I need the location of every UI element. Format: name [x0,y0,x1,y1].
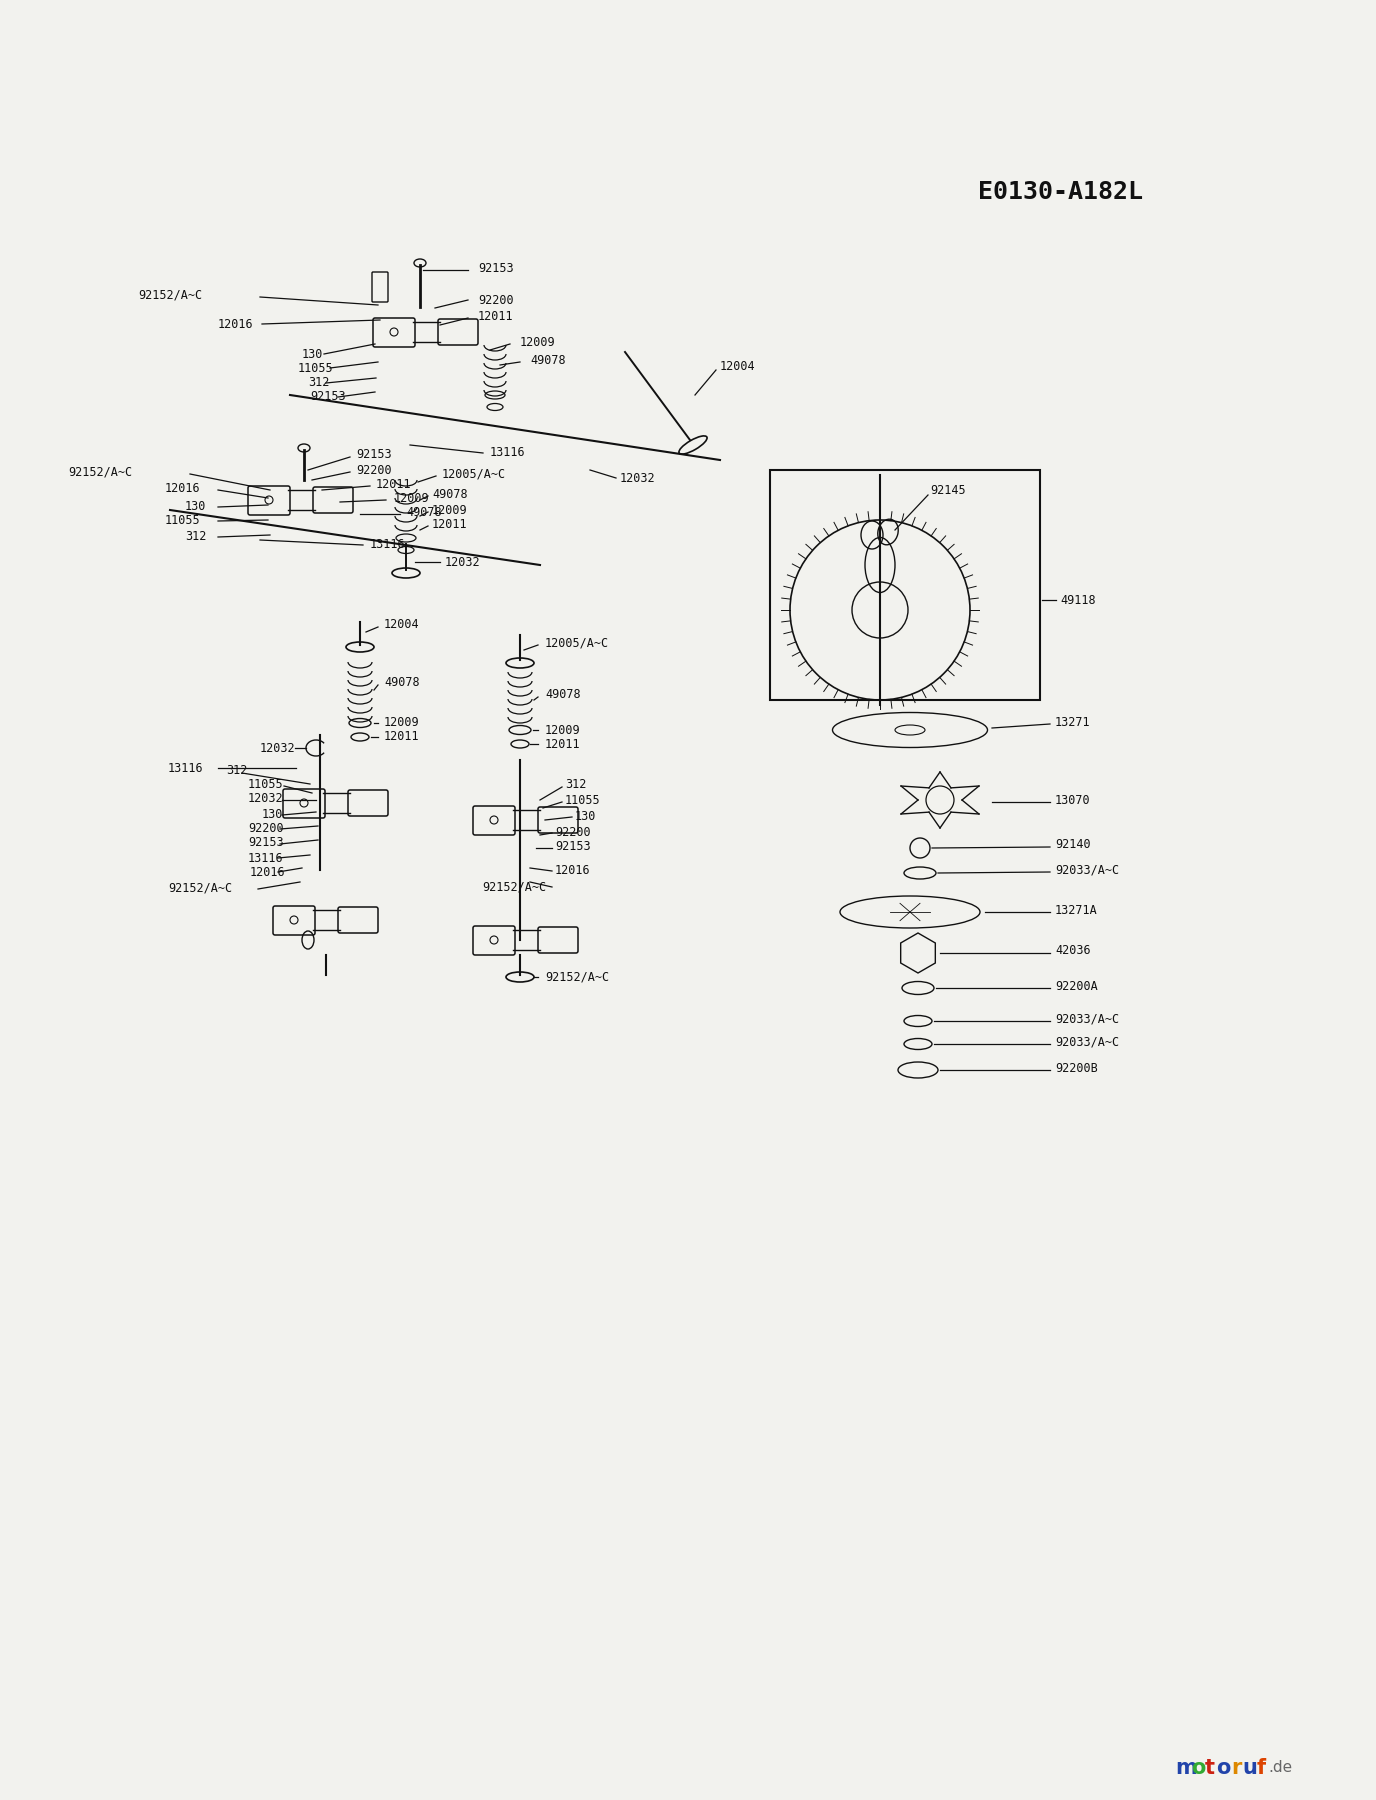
Text: 13271A: 13271A [1055,904,1098,916]
Text: 92152/A~C: 92152/A~C [138,288,202,301]
Text: u: u [1243,1759,1256,1778]
Text: 13116: 13116 [370,538,406,551]
Text: 11055: 11055 [248,778,283,790]
Text: 11055: 11055 [566,794,601,806]
Text: r: r [1232,1759,1241,1778]
Text: 92140: 92140 [1055,839,1091,851]
Text: 13116: 13116 [490,446,526,459]
Text: 92033/A~C: 92033/A~C [1055,1035,1119,1048]
Text: 12004: 12004 [720,360,755,374]
Text: 312: 312 [308,376,329,389]
Text: 12009: 12009 [384,716,420,729]
Text: 49078: 49078 [432,488,468,500]
Text: 130: 130 [184,499,206,513]
Text: .de: .de [1269,1760,1292,1775]
Text: 92033/A~C: 92033/A~C [1055,1012,1119,1026]
Text: 12005/A~C: 12005/A~C [545,637,610,650]
Text: 92200: 92200 [477,293,513,306]
Text: 12032: 12032 [259,742,294,754]
Text: 130: 130 [575,810,596,823]
Text: 12016: 12016 [217,317,253,331]
Text: 12016: 12016 [250,866,286,878]
Text: 49078: 49078 [545,688,581,702]
Text: t: t [1205,1759,1215,1778]
Text: f: f [1258,1759,1266,1778]
Text: 12011: 12011 [432,518,468,531]
Text: 92153: 92153 [356,448,392,461]
Text: 42036: 42036 [1055,945,1091,958]
Text: 49078: 49078 [406,506,442,520]
Text: 13116: 13116 [168,761,204,774]
Text: E0130-A182L: E0130-A182L [977,180,1142,203]
Text: 92200: 92200 [248,821,283,835]
Text: 12011: 12011 [545,738,581,751]
Text: m: m [1175,1759,1197,1778]
Text: 92153: 92153 [248,837,283,850]
Text: 49118: 49118 [1060,594,1095,607]
Text: 11055: 11055 [165,513,201,526]
Text: 12032: 12032 [621,472,655,484]
Text: 12009: 12009 [432,504,468,517]
Text: 12004: 12004 [384,619,420,632]
Text: 92200: 92200 [555,826,590,839]
Text: 13070: 13070 [1055,794,1091,806]
Text: 13116: 13116 [248,851,283,864]
Text: 49078: 49078 [384,677,420,689]
Text: 92153: 92153 [477,261,513,274]
Text: o: o [1216,1759,1230,1778]
Text: 92145: 92145 [930,484,966,497]
Text: 12016: 12016 [555,864,590,877]
Text: 12005/A~C: 12005/A~C [442,468,506,481]
Text: 312: 312 [226,765,248,778]
Text: 312: 312 [566,778,586,792]
Text: 92153: 92153 [555,841,590,853]
Text: 92200: 92200 [356,463,392,477]
Text: 92152/A~C: 92152/A~C [168,882,233,895]
Text: 12011: 12011 [384,731,420,743]
Text: 130: 130 [261,808,283,821]
Text: 92033/A~C: 92033/A~C [1055,864,1119,877]
Text: 12009: 12009 [545,724,581,736]
Text: 12009: 12009 [520,335,556,349]
Text: 12032: 12032 [444,556,480,569]
Text: 312: 312 [184,529,206,542]
Text: 12016: 12016 [165,481,201,495]
Text: 92153: 92153 [310,391,345,403]
Text: 92200A: 92200A [1055,979,1098,992]
Text: o: o [1192,1759,1205,1778]
Text: 11055: 11055 [299,362,333,374]
Text: 12032: 12032 [248,792,283,805]
Text: 13271: 13271 [1055,715,1091,729]
Text: 92152/A~C: 92152/A~C [545,970,610,983]
Text: 49078: 49078 [530,353,566,367]
Text: 130: 130 [301,347,323,360]
Bar [771,470,1040,700]
Text: 92152/A~C: 92152/A~C [482,880,546,893]
Text: 12009: 12009 [394,491,429,504]
Text: 92152/A~C: 92152/A~C [67,466,132,479]
Text: 12011: 12011 [376,477,411,490]
Text: 92200B: 92200B [1055,1062,1098,1075]
Text: 12011: 12011 [477,310,513,322]
